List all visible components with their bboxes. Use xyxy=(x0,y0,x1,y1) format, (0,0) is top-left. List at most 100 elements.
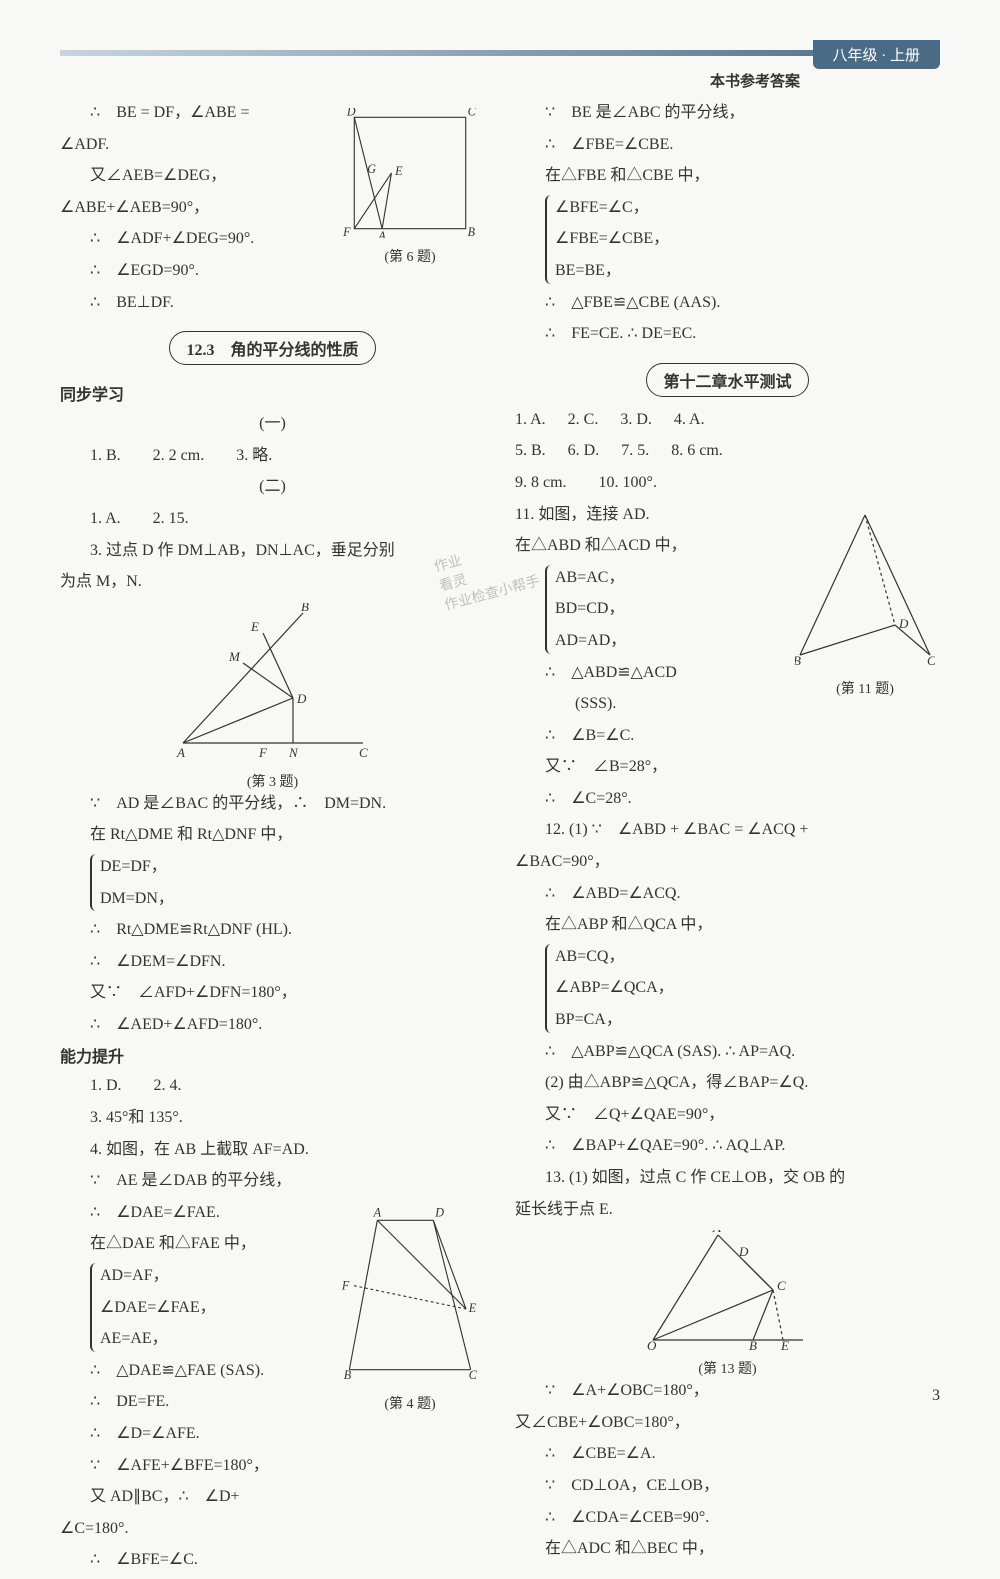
q11-block: AB CD (第 11 题) 11. 如图，连接 AD. 在△ABD 和△ACD… xyxy=(515,502,940,818)
svg-text:E: E xyxy=(468,1300,477,1314)
answer: 2. C. xyxy=(568,411,599,428)
section-12-3-title: 12.3 角的平分线的性质 xyxy=(169,331,375,365)
q13-line: ∠A+∠OBC=180°， xyxy=(515,1378,940,1404)
brace-line: ∠BFE=∠C， xyxy=(555,195,940,221)
q12-line: △ABP≌△QCA (SAS). ∴ AP=AQ. xyxy=(515,1039,940,1065)
svg-text:B: B xyxy=(795,653,801,668)
content-columns: DC FAB GE (第 6 题) BE = DF，∠ABE = ∠ADF. 又… xyxy=(60,100,940,1579)
svg-text:E: E xyxy=(394,164,403,178)
answer: 3. D. xyxy=(620,411,652,428)
q13-line: ∠CDA=∠CEB=90°. xyxy=(515,1505,940,1531)
q3-brace: DE=DF， DM=DN， xyxy=(90,854,485,911)
q3-line: 在 Rt△DME 和 Rt△DNF 中， xyxy=(60,822,485,848)
svg-text:C: C xyxy=(927,653,935,668)
svg-text:O: O xyxy=(647,1338,657,1350)
q4-line: ∠AFE+∠BFE=180°， xyxy=(60,1453,485,1479)
svg-text:M: M xyxy=(228,649,241,664)
q12-line: 在△ABP 和△QCA 中， xyxy=(515,912,940,938)
header-gradient-line xyxy=(60,50,940,56)
brace-line: BE=BE， xyxy=(555,258,940,284)
section-title-wrap: 12.3 角的平分线的性质 xyxy=(60,321,485,375)
q4-line: 又 AD∥BC，∴ ∠D+ xyxy=(60,1484,485,1510)
svg-text:D: D xyxy=(898,616,909,631)
nengli-answers: 1. D. 2. 4. xyxy=(60,1073,485,1099)
svg-text:C: C xyxy=(777,1278,786,1293)
top-brace: ∠BFE=∠C， ∠FBE=∠CBE， BE=BE， xyxy=(545,195,940,284)
figure-4-diagram: AD FE BC xyxy=(340,1205,480,1385)
answer: 8. 6 cm. xyxy=(671,442,723,459)
part-1-answers: 1. B. 2. 2 cm. 3. 略. xyxy=(60,443,485,469)
right-column: BE 是∠ABC 的平分线， ∠FBE=∠CBE. 在△FBE 和△CBE 中，… xyxy=(515,100,940,1579)
svg-text:D: D xyxy=(738,1244,749,1259)
svg-text:A: A xyxy=(377,229,386,238)
brace-line: ∠ABP=∠QCA， xyxy=(555,975,940,1001)
chapter-test-title: 第十二章水平测试 xyxy=(646,363,808,397)
svg-text:C: C xyxy=(468,108,477,118)
svg-text:G: G xyxy=(367,162,376,176)
answer: 5. B. xyxy=(515,442,546,459)
svg-text:A: A xyxy=(712,1230,721,1235)
q4-line: AE 是∠DAB 的平分线， xyxy=(60,1168,485,1194)
part-2-label: (二) xyxy=(60,474,485,500)
answers-row-1: 1. A. 2. C. 3. D. 4. A. xyxy=(515,407,940,433)
q11-line: 又∵ ∠B=28°， xyxy=(515,754,940,780)
svg-text:B: B xyxy=(301,603,309,614)
proof-line: BE⊥DF. xyxy=(60,290,485,316)
q13-line: 在△ADC 和△BEC 中， xyxy=(515,1536,940,1562)
page-subtitle: 本书参考答案 xyxy=(710,70,800,91)
answers-row-3: 9. 8 cm. 10. 100°. xyxy=(515,470,940,496)
svg-text:D: D xyxy=(434,1205,444,1219)
figure-4-caption: (第 4 题) xyxy=(335,1393,485,1413)
svg-text:D: D xyxy=(296,691,307,706)
figure-3-caption: (第 3 题) xyxy=(60,771,485,791)
q11-line: ∠B=∠C. xyxy=(515,723,940,749)
top-line: FE=CE. ∴ DE=EC. xyxy=(515,321,940,347)
q13-line: ∠CBE=∠A. xyxy=(515,1441,940,1467)
q13-line: 13. (1) 如图，过点 C 作 CE⊥OB，交 OB 的 xyxy=(515,1165,940,1191)
svg-text:N: N xyxy=(288,745,299,760)
svg-text:E: E xyxy=(250,619,259,634)
svg-text:F: F xyxy=(258,745,268,760)
chapter-test-title-wrap: 第十二章水平测试 xyxy=(515,353,940,407)
svg-text:F: F xyxy=(341,1278,350,1292)
top-line: 在△FBE 和△CBE 中， xyxy=(515,163,940,189)
brace-line: AB=CQ， xyxy=(555,944,940,970)
q4-line: ∠C=180°. xyxy=(60,1516,485,1542)
q4-line: ∠D=∠AFE. xyxy=(60,1421,485,1447)
q3-line: Rt△DME≌Rt△DNF (HL). xyxy=(60,917,485,943)
q3-intro: 3. 过点 D 作 DM⊥AB，DN⊥AC，垂足分别 xyxy=(60,538,485,564)
q3-line: AD 是∠BAC 的平分线，∴ DM=DN. xyxy=(60,791,485,817)
svg-text:C: C xyxy=(469,1368,478,1382)
figure-11-diagram: AB CD xyxy=(795,510,935,670)
answer: 7. 5. xyxy=(621,442,649,459)
part-1-label: (一) xyxy=(60,411,485,437)
q13-line: 又∠CBE+∠OBC=180°， xyxy=(515,1410,940,1436)
q12-line: (2) 由△ABP≌△QCA，得∠BAP=∠Q. xyxy=(515,1070,940,1096)
figure-11-caption: (第 11 题) xyxy=(790,678,940,698)
q4-block: AD FE BC (第 4 题) 4. 如图，在 AB 上截取 AF=AD. A… xyxy=(60,1137,485,1579)
svg-text:A: A xyxy=(176,745,185,760)
q11-line: ∠C=28°. xyxy=(515,786,940,812)
brace-line: ∠FBE=∠CBE， xyxy=(555,226,940,252)
q12-line: ∠ABD=∠ACQ. xyxy=(515,881,940,907)
answer: 1. A. xyxy=(515,411,546,428)
answer: 6. D. xyxy=(568,442,600,459)
figure-3-diagram: AFNC BEMD xyxy=(173,603,373,763)
q13-line: 延长线于点 E. xyxy=(515,1197,940,1223)
grade-badge: 八年级 · 上册 xyxy=(813,40,941,69)
nengli-q3: 3. 45°和 135°. xyxy=(60,1105,485,1131)
part-2-answers: 1. A. 2. 15. xyxy=(60,506,485,532)
q12-line: ∠BAP+∠QAE=90°. ∴ AQ⊥AP. xyxy=(515,1133,940,1159)
top-line: ∠FBE=∠CBE. xyxy=(515,132,940,158)
svg-text:D: D xyxy=(346,108,356,118)
brace-line: BP=CA， xyxy=(555,1007,940,1033)
brace-line: DE=DF， xyxy=(100,854,485,880)
q3-intro-2: 为点 M，N. xyxy=(60,569,485,595)
q12-line: 又∵ ∠Q+∠QAE=90°， xyxy=(515,1102,940,1128)
q13-line: CD⊥OA，CE⊥OB， xyxy=(515,1473,940,1499)
top-line: BE 是∠ABC 的平分线， xyxy=(515,100,940,126)
page-number: 3 xyxy=(932,1387,940,1405)
figure-13-diagram: OBE ADC xyxy=(643,1230,813,1350)
top-line: △FBE≌△CBE (AAS). xyxy=(515,290,940,316)
figure-13-caption: (第 13 题) xyxy=(515,1358,940,1378)
